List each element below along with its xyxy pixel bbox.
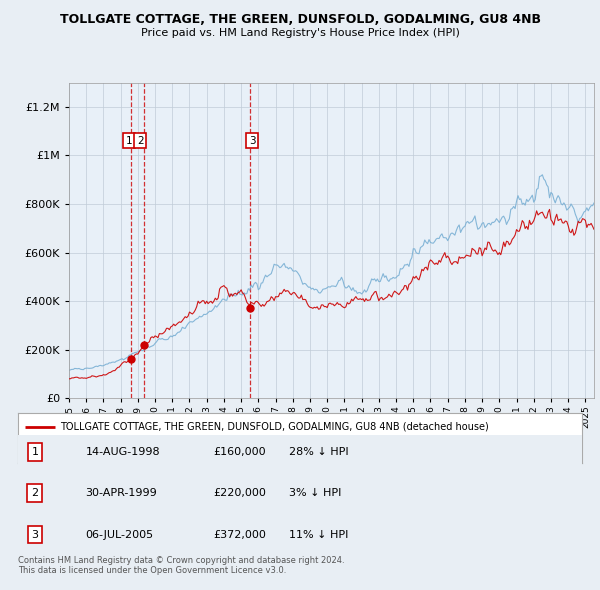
Text: 1: 1	[125, 136, 132, 146]
Text: HPI: Average price, detached house, Waverley: HPI: Average price, detached house, Wave…	[60, 447, 286, 457]
Text: 3% ↓ HPI: 3% ↓ HPI	[289, 489, 341, 498]
Text: This data is licensed under the Open Government Licence v3.0.: This data is licensed under the Open Gov…	[18, 566, 286, 575]
Text: 2: 2	[137, 136, 143, 146]
Text: £160,000: £160,000	[214, 447, 266, 457]
Text: TOLLGATE COTTAGE, THE GREEN, DUNSFOLD, GODALMING, GU8 4NB: TOLLGATE COTTAGE, THE GREEN, DUNSFOLD, G…	[59, 13, 541, 26]
Text: £220,000: £220,000	[213, 489, 266, 498]
Text: 11% ↓ HPI: 11% ↓ HPI	[289, 530, 348, 539]
Text: £372,000: £372,000	[213, 530, 266, 539]
Text: Contains HM Land Registry data © Crown copyright and database right 2024.: Contains HM Land Registry data © Crown c…	[18, 556, 344, 565]
Text: 2: 2	[31, 489, 38, 498]
Text: 3: 3	[31, 530, 38, 539]
Text: Price paid vs. HM Land Registry's House Price Index (HPI): Price paid vs. HM Land Registry's House …	[140, 28, 460, 38]
Text: 3: 3	[249, 136, 256, 146]
Text: 30-APR-1999: 30-APR-1999	[86, 489, 157, 498]
Text: 1: 1	[31, 447, 38, 457]
Text: 28% ↓ HPI: 28% ↓ HPI	[289, 447, 349, 457]
Text: 06-JUL-2005: 06-JUL-2005	[86, 530, 154, 539]
Text: 14-AUG-1998: 14-AUG-1998	[86, 447, 160, 457]
Text: TOLLGATE COTTAGE, THE GREEN, DUNSFOLD, GODALMING, GU8 4NB (detached house): TOLLGATE COTTAGE, THE GREEN, DUNSFOLD, G…	[60, 421, 489, 431]
